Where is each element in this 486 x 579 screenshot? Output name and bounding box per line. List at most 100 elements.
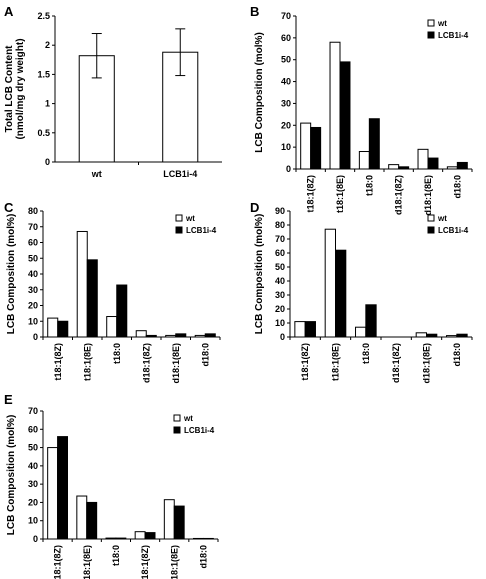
y-tick-label-c: 70	[28, 222, 38, 232]
y-tick-label-d: 40	[275, 276, 285, 286]
y-tick-label-b: 40	[281, 77, 291, 87]
bar-b-s1-c1	[339, 61, 351, 170]
y-axis-label-line-a: (nmol/mg dry weight)	[15, 38, 26, 139]
legend-label-b-1: LCB1i-4	[438, 31, 469, 40]
x-tick-label-d: t18:1(8Z)	[300, 343, 310, 381]
y-tick-label-c: 60	[28, 238, 38, 248]
legend-d: wt LCB1i-4	[427, 214, 469, 235]
y-tick-label-e: 0	[33, 534, 38, 544]
bar-d-s0-c5	[446, 335, 458, 338]
y-tick-label-d: 70	[275, 234, 285, 244]
bar-e-s1-c4	[173, 505, 185, 540]
y-tick-label-b: 50	[281, 55, 291, 65]
y-tick-label-b: 20	[281, 120, 291, 130]
bar-b-s0-c3	[388, 164, 400, 170]
legend-label-c-1: LCB1i-4	[186, 226, 217, 235]
y-tick-label-a: 0	[45, 157, 50, 167]
bar-c-s0-c3	[135, 330, 147, 338]
x-tick-label-a: LCB1i-4	[163, 169, 197, 179]
y-tick-label-e: 70	[28, 406, 38, 416]
bar-e-s0-c4	[163, 499, 175, 540]
legend-label-d-1: LCB1i-4	[438, 226, 469, 235]
y-tick-label-e: 10	[28, 516, 38, 526]
x-tick-label-d: d18:0	[452, 343, 462, 367]
y-tick-label-c: 40	[28, 269, 38, 279]
legend-c: wt LCB1i-4	[175, 214, 217, 235]
x-tick-label-b: d18:0	[452, 175, 462, 199]
panel-a: A 0 0.5 1 1.5 2 2.5 Total LCB Content(nmol/mg d…	[4, 4, 222, 179]
x-tick-label-b: t18:0	[364, 175, 374, 196]
x-tick-label-d: t18:0	[361, 343, 371, 364]
bar-c-s1-c0	[57, 320, 69, 338]
y-tick-label-a: 0.5	[37, 128, 50, 138]
bar-c-s0-c5	[194, 334, 206, 338]
legend-label-e-1: LCB1i-4	[184, 426, 215, 435]
x-tick-label-c: d18:0	[200, 343, 210, 367]
y-tick-label-b: 30	[281, 98, 291, 108]
x-tick-label-a: wt	[91, 169, 102, 179]
panel-d: D 0 10 20 30 40 50 60 70 80 90 LCB Composition (mol…	[250, 200, 473, 384]
y-tick-label-d: 20	[275, 304, 285, 314]
y-axis-label-a: Total LCB Content(nmol/mg dry weight)	[4, 38, 26, 139]
bar-b-s0-c5	[446, 166, 458, 170]
y-tick-label-b: 10	[281, 142, 291, 152]
y-tick-label-b: 0	[286, 164, 291, 174]
bar-e-s1-c1	[86, 501, 98, 540]
y-tick-label-d: 90	[275, 206, 285, 216]
bar-b-s0-c4	[417, 148, 429, 170]
x-tick-label-b: t18:1(8E)	[335, 175, 345, 213]
bar-b-s0-c2	[358, 151, 370, 170]
y-tick-label-e: 50	[28, 443, 38, 453]
panel-letter-d: D	[250, 200, 259, 215]
bar-c-s0-c1	[76, 230, 88, 338]
y-tick-label-c: 0	[33, 332, 38, 342]
legend-label-b-0: wt	[437, 19, 447, 28]
bar-e-s0-c0	[47, 447, 59, 540]
y-axis-label-c: LCB Composition (mol%)	[6, 214, 17, 335]
bar-d-s1-c1	[335, 249, 347, 338]
y-tick-label-d: 80	[275, 220, 285, 230]
legend-swatch-b-1	[427, 31, 435, 39]
bar-b-s1-c4	[427, 157, 439, 170]
y-axis-label-d: LCB Composition (mol%)	[254, 214, 265, 335]
bar-c-s1-c3	[145, 334, 157, 338]
y-tick-label-e: 40	[28, 461, 38, 471]
bar-d-s1-c0	[304, 321, 316, 338]
y-tick-label-e: 60	[28, 424, 38, 434]
bar-c-s0-c4	[165, 334, 177, 338]
x-tick-label-c: d18:1(8Z)	[141, 343, 151, 383]
y-tick-label-e: 30	[28, 479, 38, 489]
x-tick-label-b: d18:1(8E)	[423, 175, 433, 216]
bar-b-s1-c3	[398, 166, 410, 170]
panel-letter-e: E	[4, 392, 13, 407]
y-tick-label-d: 10	[275, 318, 285, 328]
y-tick-label-d: 0	[280, 332, 285, 342]
y-tick-label-a: 1	[45, 99, 50, 109]
legend-swatch-e-0	[173, 414, 181, 422]
x-tick-label-d: d18:1(8E)	[422, 343, 432, 384]
x-tick-label-e: t18:1(8E)	[82, 545, 92, 579]
y-tick-label-d: 30	[275, 290, 285, 300]
bar-c-s1-c2	[116, 284, 128, 338]
x-tick-label-d: t18:1(8E)	[331, 343, 341, 381]
legend-swatch-d-0	[427, 214, 435, 222]
panel-c: C 0 10 20 30 40 50 60 70 80 LCB Composition (mol%)…	[4, 200, 221, 384]
x-tick-label-c: t18:1(8E)	[82, 343, 92, 381]
bar-e-s0-c1	[76, 495, 88, 540]
legend-swatch-c-0	[175, 214, 183, 222]
legend-swatch-d-1	[427, 226, 435, 234]
y-tick-label-a: 2	[45, 40, 50, 50]
y-tick-label-e: 20	[28, 497, 38, 507]
bar-e-s0-c3	[134, 531, 146, 540]
panel-b: B 0 10 20 30 40 50 60 70 LCB Composition (mol%) t1…	[250, 4, 473, 216]
x-tick-label-b: t18:1(8Z)	[306, 175, 316, 213]
bar-c-s0-c2	[106, 316, 118, 338]
bar-e-s1-c2	[115, 537, 127, 540]
bar-b-s1-c0	[310, 126, 322, 170]
bar-d-s1-c4	[426, 333, 438, 338]
x-tick-label-c: t18:1(8Z)	[53, 343, 63, 381]
legend-b: wt LCB1i-4	[427, 19, 469, 40]
y-tick-label-b: 70	[281, 11, 291, 21]
x-tick-label-e: t18:1(8Z)	[53, 545, 63, 579]
